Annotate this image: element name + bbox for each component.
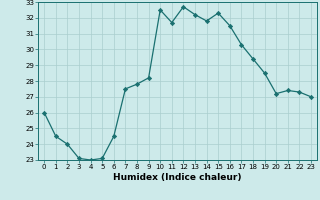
X-axis label: Humidex (Indice chaleur): Humidex (Indice chaleur) <box>113 173 242 182</box>
